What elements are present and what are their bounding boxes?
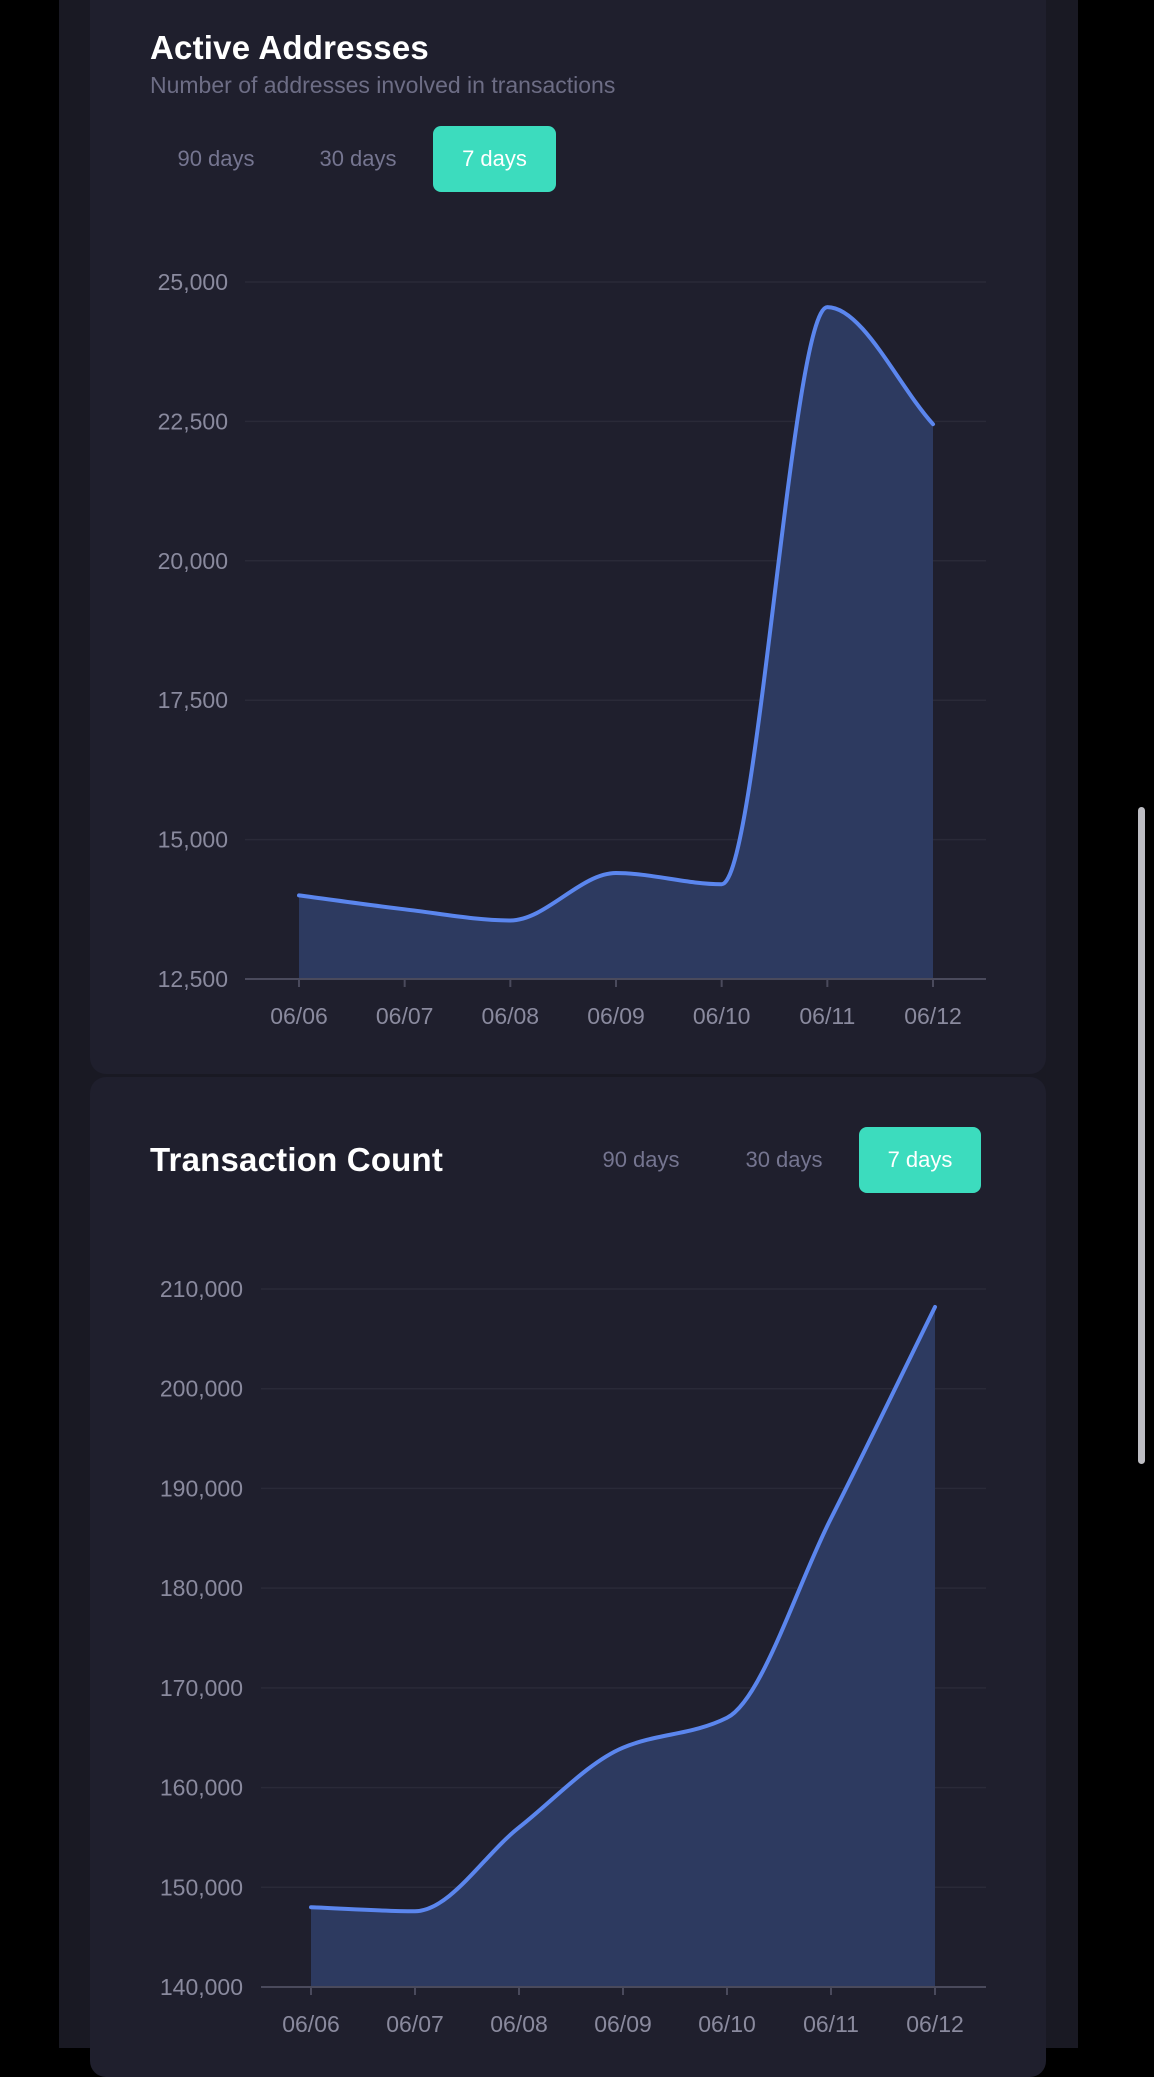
active-addresses-title: Active Addresses	[150, 29, 429, 66]
active-y-tick-label: 15,000	[158, 827, 228, 853]
tx-x-tick-label: 06/06	[282, 2011, 340, 2037]
active-y-tick-label: 25,000	[158, 269, 228, 295]
tx-tab-30-days[interactable]: 30 days	[745, 1147, 823, 1172]
active-tab-90-days[interactable]: 90 days	[177, 146, 255, 171]
active-x-tick-label: 06/10	[693, 1003, 751, 1029]
tx-y-tick-label: 180,000	[160, 1575, 243, 1601]
active-x-tick-label: 06/07	[376, 1003, 434, 1029]
active-x-tick-label: 06/09	[587, 1003, 645, 1029]
tx-y-tick-label: 210,000	[160, 1276, 243, 1302]
scrollbar-thumb[interactable]	[1138, 807, 1145, 1464]
tx-x-tick-label: 06/10	[698, 2011, 756, 2037]
active-y-tick-label: 20,000	[158, 548, 228, 574]
tx-x-tick-label: 06/12	[906, 2011, 964, 2037]
tx-x-tick-label: 06/09	[594, 2011, 652, 2037]
tx-y-tick-label: 150,000	[160, 1874, 243, 1900]
tx-x-tick-label: 06/08	[490, 2011, 548, 2037]
tx-y-tick-label: 160,000	[160, 1775, 243, 1801]
tx-y-tick-label: 140,000	[160, 1974, 243, 2000]
tx-y-tick-label: 170,000	[160, 1675, 243, 1701]
active-x-tick-label: 06/08	[482, 1003, 540, 1029]
tx-series-line	[309, 1304, 937, 1914]
tx-y-tick-label: 200,000	[160, 1376, 243, 1402]
active-y-tick-label: 17,500	[158, 687, 228, 713]
tx-tab-7-days[interactable]: 7 days	[859, 1127, 981, 1193]
active-tab-7-days[interactable]: 7 days	[433, 126, 556, 192]
active-y-tick-label: 12,500	[158, 966, 228, 992]
active-x-tick-label: 06/12	[904, 1003, 962, 1029]
active-addresses-subtitle: Number of addresses involved in transact…	[150, 72, 616, 98]
active-addresses-chart: 12,500 15,000 17,500 20,000 22,500 25,000 06/0…	[158, 269, 986, 1029]
tx-x-tick-label: 06/07	[386, 2011, 444, 2037]
active-tab-30-days[interactable]: 30 days	[319, 146, 397, 171]
transaction-count-title: Transaction Count	[150, 1141, 444, 1178]
tx-y-tick-label: 190,000	[160, 1475, 243, 1501]
tx-tab-90-days[interactable]: 90 days	[602, 1147, 680, 1172]
active-area-fill	[299, 307, 933, 979]
tx-x-tick-label: 06/11	[803, 2011, 859, 2037]
active-x-tick-label: 06/06	[270, 1003, 328, 1029]
active-x-tick-label: 06/11	[799, 1003, 855, 1029]
active-series-line	[297, 305, 935, 923]
active-y-tick-label: 22,500	[158, 408, 228, 434]
tx-area-fill	[311, 1306, 935, 1987]
